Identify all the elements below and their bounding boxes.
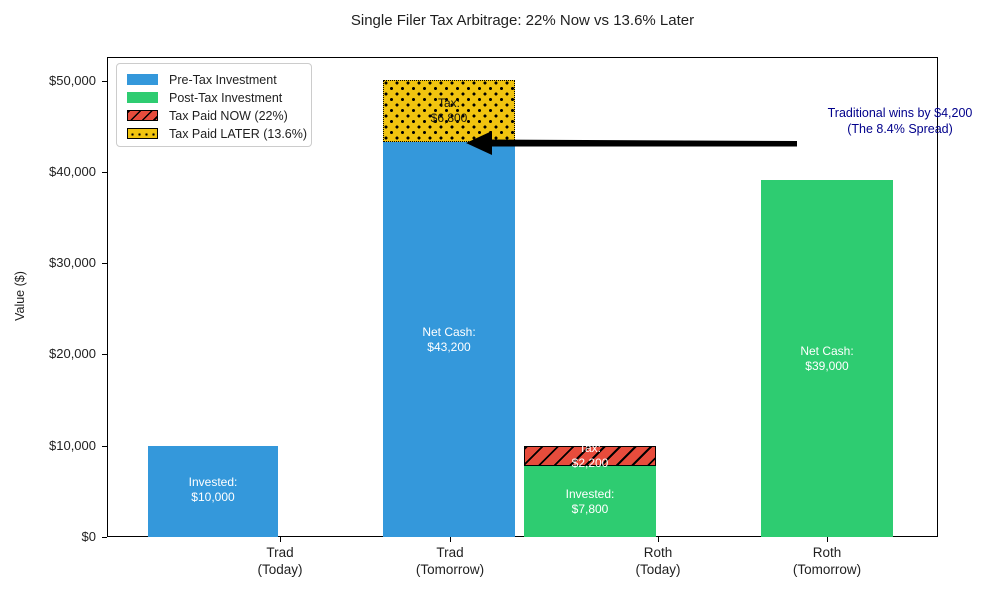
y-tick-mark: [102, 263, 107, 264]
y-tick-label: $50,000: [49, 73, 96, 88]
legend-label: Tax Paid NOW (22%): [169, 108, 288, 123]
y-tick-label: $40,000: [49, 164, 96, 179]
legend-label: Post-Tax Investment: [169, 90, 283, 105]
legend-item-tax-later: Tax Paid LATER (13.6%): [127, 125, 311, 142]
legend-label: Tax Paid LATER (13.6%): [169, 126, 308, 141]
legend-label: Pre-Tax Investment: [169, 72, 277, 87]
bar-label-roth-today-tax: Tax: $2,200: [571, 441, 609, 470]
legend-item-pre-tax: Pre-Tax Investment: [127, 71, 311, 88]
bar-label-trad-today: Invested: $10,000: [188, 475, 238, 504]
legend-item-post-tax: Post-Tax Investment: [127, 89, 311, 106]
y-tick-mark: [102, 446, 107, 447]
bar-trad-tomorrow-net-cash: [383, 142, 515, 537]
legend-swatch-tax-now-icon: [127, 110, 158, 121]
x-tick-label-trad-today: Trad (Today): [257, 545, 303, 577]
y-tick-label: $30,000: [49, 255, 96, 270]
bar-roth-today-invested: [524, 466, 656, 537]
x-tick-mark: [658, 537, 659, 542]
y-tick-label: $0: [81, 529, 96, 544]
x-tick-mark: [827, 537, 828, 542]
legend-swatch-post-tax-icon: [127, 92, 158, 103]
x-tick-label-roth-today: Roth (Today): [635, 545, 681, 577]
bar-trad-today-invested: [148, 446, 278, 537]
bar-label-trad-tomorrow-net: Net Cash: $43,200: [422, 325, 476, 354]
annotation-traditional-wins: Traditional wins by $4,200 (The 8.4% Spr…: [827, 106, 973, 136]
y-tick-mark: [102, 537, 107, 538]
bar-roth-tomorrow-net-cash: [761, 180, 893, 537]
legend-swatch-pre-tax-icon: [127, 74, 158, 85]
y-tick-label: $10,000: [49, 438, 96, 453]
bar-label-trad-tomorrow-tax: Tax: $6,800: [430, 96, 468, 125]
y-tick-mark: [102, 354, 107, 355]
legend-swatch-tax-later-icon: [127, 128, 158, 139]
y-tick-mark: [102, 81, 107, 82]
bar-label-roth-tomorrow-net: Net Cash: $39,000: [800, 344, 854, 373]
y-tick-mark: [102, 172, 107, 173]
x-tick-label-trad-tomorrow: Trad (Tomorrow): [415, 545, 485, 577]
bar-roth-today-tax-now: [524, 446, 656, 466]
y-tick-label: $20,000: [49, 346, 96, 361]
legend: Pre-Tax Investment Post-Tax Investment T…: [116, 63, 312, 147]
x-tick-mark: [450, 537, 451, 542]
x-tick-mark: [280, 537, 281, 542]
x-tick-label-roth-tomorrow: Roth (Tomorrow): [792, 545, 862, 577]
bar-label-roth-today-net: Invested: $7,800: [565, 487, 615, 516]
legend-item-tax-now: Tax Paid NOW (22%): [127, 107, 311, 124]
chart-title: Single Filer Tax Arbitrage: 22% Now vs 1…: [350, 12, 695, 29]
